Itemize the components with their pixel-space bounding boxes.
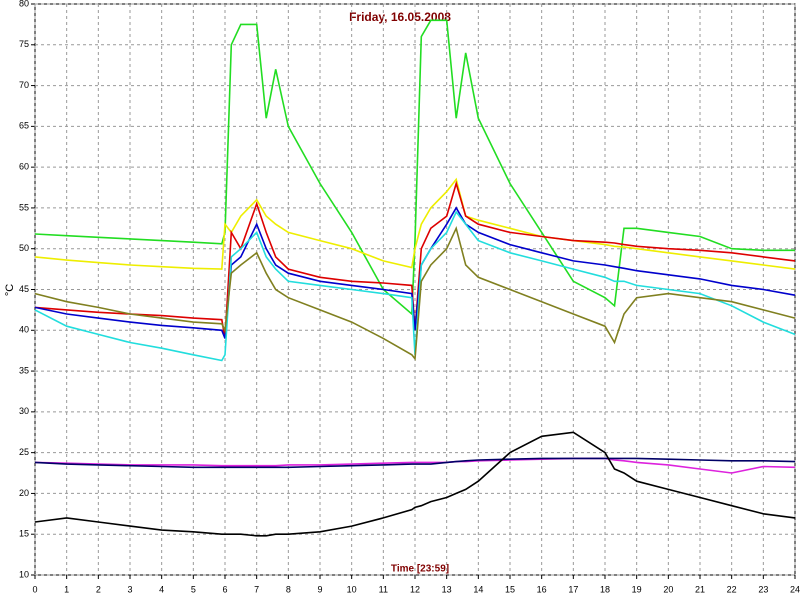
x-tick-label: 11 bbox=[379, 584, 388, 594]
x-tick-label: 7 bbox=[254, 584, 259, 594]
y-tick-label: 15 bbox=[19, 529, 29, 539]
y-tick-label: 50 bbox=[19, 243, 29, 253]
x-tick-label: 0 bbox=[32, 584, 37, 594]
y-tick-label: 75 bbox=[19, 39, 29, 49]
x-tick-label: 13 bbox=[442, 584, 452, 594]
series-line bbox=[34, 19, 795, 316]
series-line bbox=[34, 431, 796, 537]
x-axis-label: Time [23:59] bbox=[391, 564, 449, 575]
x-tick-label: 20 bbox=[663, 584, 673, 594]
series-line bbox=[34, 206, 796, 339]
x-tick-label: 1 bbox=[64, 584, 69, 594]
x-tick-label: 12 bbox=[410, 584, 420, 594]
x-tick-label: 16 bbox=[537, 584, 547, 594]
y-tick-label: 10 bbox=[19, 569, 29, 579]
series-line bbox=[34, 457, 796, 469]
series-line bbox=[34, 225, 796, 361]
y-tick-label: 45 bbox=[19, 284, 29, 294]
x-tick-label: 4 bbox=[159, 584, 164, 594]
x-tick-label: 14 bbox=[473, 584, 483, 594]
x-tick-label: 5 bbox=[191, 584, 196, 594]
y-tick-label: 30 bbox=[19, 406, 29, 416]
x-tick-label: 8 bbox=[286, 584, 291, 594]
y-tick-label: 60 bbox=[19, 162, 29, 172]
x-tick-label: 23 bbox=[758, 584, 768, 594]
x-tick-label: 22 bbox=[727, 584, 737, 594]
chart-title: Friday, 16.05.2008 bbox=[349, 10, 451, 24]
x-tick-label: 15 bbox=[505, 584, 515, 594]
x-tick-label: 17 bbox=[568, 584, 578, 594]
y-tick-label: 20 bbox=[19, 488, 29, 498]
y-tick-label: 70 bbox=[19, 80, 29, 90]
x-tick-label: 18 bbox=[600, 584, 610, 594]
series-line bbox=[34, 177, 796, 270]
x-tick-label: 3 bbox=[127, 584, 132, 594]
x-tick-label: 19 bbox=[632, 584, 642, 594]
x-tick-label: 24 bbox=[790, 584, 800, 594]
series-line bbox=[34, 457, 796, 474]
y-tick-label: 40 bbox=[19, 325, 29, 335]
y-tick-label: 65 bbox=[19, 121, 29, 131]
y-tick-label: 80 bbox=[19, 0, 29, 8]
y-tick-label: 25 bbox=[19, 447, 29, 457]
x-tick-label: 21 bbox=[695, 584, 705, 594]
x-tick-label: 9 bbox=[317, 584, 322, 594]
x-tick-label: 10 bbox=[347, 584, 357, 594]
x-tick-label: 6 bbox=[222, 584, 227, 594]
y-tick-label: 55 bbox=[19, 202, 29, 212]
x-tick-label: 2 bbox=[96, 584, 101, 594]
y-tick-label: 35 bbox=[19, 365, 29, 375]
y-axis-label: °C bbox=[4, 284, 16, 296]
